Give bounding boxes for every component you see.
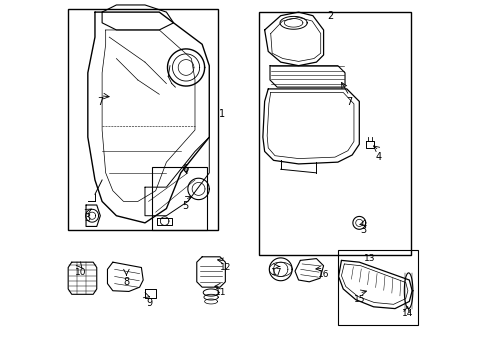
Text: 4: 4 [376,152,382,162]
Text: 9: 9 [146,298,152,308]
Text: 17: 17 [271,268,283,277]
Text: 7: 7 [97,97,103,107]
Text: 15: 15 [354,295,365,304]
Text: 5: 5 [182,201,188,211]
Bar [152,167,207,230]
Text: 7: 7 [346,97,352,107]
Text: 2: 2 [328,11,334,21]
Text: 3: 3 [360,225,366,235]
Text: 6: 6 [182,164,188,174]
Text: 8: 8 [123,277,129,287]
Text: 13: 13 [364,254,376,263]
Text: 14: 14 [402,310,413,319]
Text: 16: 16 [318,270,329,279]
Text: 1: 1 [219,109,225,119]
Bar [338,249,418,325]
Bar [68,9,218,230]
Text: 12: 12 [220,263,231,272]
Bar [259,12,411,255]
Text: 3: 3 [85,212,91,222]
Text: 11: 11 [215,288,226,297]
Text: 10: 10 [75,268,86,277]
